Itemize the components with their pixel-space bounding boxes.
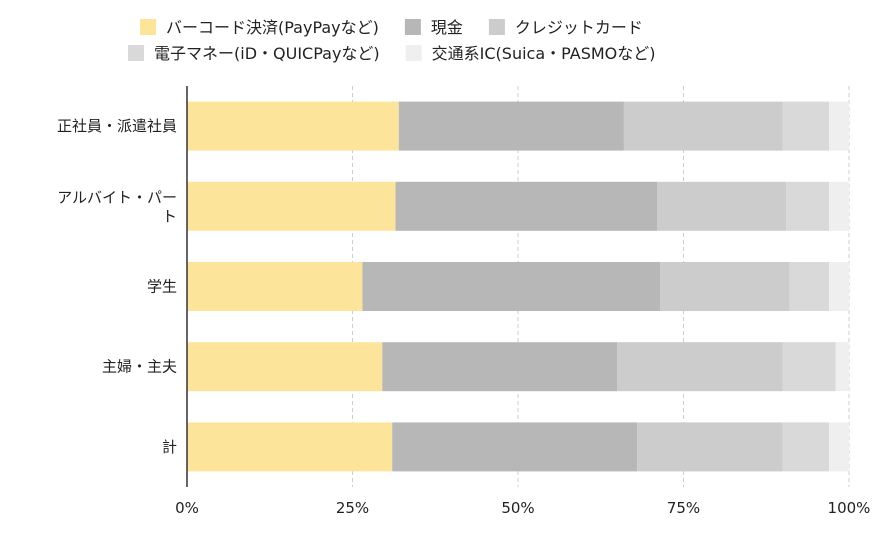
bar-segment	[782, 342, 836, 392]
bar-segment	[829, 422, 849, 472]
gridlines	[352, 86, 850, 487]
bar-segment	[623, 101, 783, 151]
bar-segment	[660, 262, 790, 311]
category-label: アルバイト・パート	[57, 188, 177, 225]
x-tick-label: 50%	[501, 499, 534, 517]
bar-segment	[187, 422, 393, 472]
bar-segment	[657, 181, 787, 231]
bar-segment	[617, 342, 783, 392]
legend-label: 現金	[431, 18, 463, 37]
legend: バーコード決済(PayPayなど) 現金 クレジットカード電子マネー(iD・QUIC…	[128, 18, 656, 63]
bar-segment	[782, 422, 830, 472]
category-label: 計	[162, 438, 177, 456]
bar-segment	[835, 342, 849, 392]
bar-segment	[382, 342, 618, 392]
bar-segment	[398, 101, 624, 151]
legend-label: 交通系IC(Suica・PASMOなど)	[432, 44, 656, 63]
legend-swatch	[488, 19, 505, 35]
bar-segment	[782, 101, 830, 151]
bar-segment	[829, 181, 849, 231]
bar-segment	[187, 101, 399, 151]
bar-segment	[829, 262, 849, 311]
bar-segment	[829, 101, 849, 151]
x-tick-label: 75%	[667, 499, 700, 517]
bar-segment	[789, 262, 830, 311]
legend-label: クレジットカード	[515, 18, 643, 37]
category-label: 学生	[147, 278, 177, 296]
x-tick-label: 100%	[828, 499, 871, 517]
bar-segment	[395, 181, 658, 231]
legend-swatch	[128, 45, 144, 61]
bar-segment	[637, 422, 783, 472]
bars	[187, 101, 849, 472]
category-label: 正社員・派遣社員	[57, 117, 177, 135]
x-tick-label: 0%	[175, 499, 199, 517]
x-tick-label: 25%	[336, 499, 369, 517]
legend-swatch	[140, 19, 156, 35]
bar-segment	[786, 181, 830, 231]
legend-swatch	[405, 45, 422, 61]
category-label: 主婦・主夫	[102, 358, 177, 376]
bar-segment	[392, 422, 638, 472]
legend-swatch	[404, 19, 421, 35]
legend-label: バーコード決済(PayPayなど)	[166, 18, 379, 37]
bar-segment	[187, 262, 363, 311]
bar-segment	[187, 342, 383, 392]
legend-label: 電子マネー(iD・QUICPayなど)	[154, 44, 380, 63]
bar-segment	[362, 262, 661, 311]
bar-segment	[187, 181, 396, 231]
